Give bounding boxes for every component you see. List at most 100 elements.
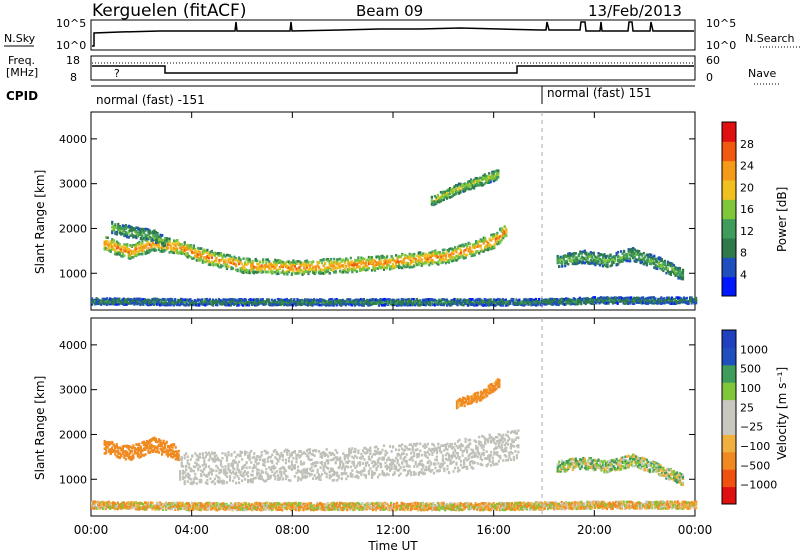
- power-cell: [157, 238, 161, 242]
- power-cell: [343, 267, 346, 271]
- power-cell: [468, 183, 471, 186]
- power-cell: [287, 270, 290, 274]
- power-cell: [411, 297, 414, 301]
- power-cell: [152, 302, 156, 306]
- power-cell: [453, 302, 456, 305]
- power-cell: [150, 231, 153, 235]
- power-cell: [243, 302, 246, 306]
- power-cell: [142, 249, 145, 253]
- power-cell: [438, 200, 441, 204]
- power-cell: [161, 234, 164, 237]
- power-cell: [206, 256, 209, 259]
- power-cell: [328, 304, 331, 307]
- power-cell: [183, 246, 186, 250]
- power-cell: [224, 264, 227, 268]
- power-cell: [178, 303, 181, 307]
- power-cell: [464, 255, 467, 259]
- power-cell: [450, 256, 454, 259]
- power-cell: [202, 300, 205, 304]
- power-cell: [335, 298, 338, 301]
- power-cell: [494, 304, 497, 307]
- power-cell: [598, 299, 601, 302]
- power-cell: [261, 300, 264, 304]
- power-cell: [436, 200, 439, 204]
- power-cell: [212, 262, 215, 265]
- power-cell: [332, 302, 335, 305]
- power-cell: [598, 296, 601, 300]
- power-cell: [452, 259, 455, 262]
- power-cell: [559, 255, 562, 259]
- power-cell: [275, 259, 278, 263]
- power-cell: [171, 298, 174, 301]
- power-cell: [574, 252, 577, 255]
- power-cell: [416, 259, 419, 263]
- power-cell: [113, 301, 116, 305]
- power-cell: [435, 255, 438, 259]
- power-cell: [310, 262, 313, 266]
- power-cell: [522, 303, 526, 306]
- power-cell: [186, 253, 189, 257]
- power-cell: [430, 302, 433, 305]
- power-cell: [278, 259, 281, 263]
- power-cell: [141, 238, 144, 241]
- power-cell: [91, 297, 94, 300]
- power-cell: [479, 239, 482, 243]
- power-cell: [442, 195, 445, 199]
- power-cell: [260, 301, 263, 304]
- power-cell: [456, 247, 460, 250]
- power-cell: [499, 239, 502, 243]
- power-cell: [390, 302, 393, 306]
- power-cell: [467, 300, 470, 304]
- power-cell: [484, 236, 487, 240]
- power-cell: [459, 185, 462, 188]
- power-cell: [103, 248, 106, 251]
- power-cell: [353, 299, 356, 302]
- power-cell: [298, 269, 301, 272]
- power-cell: [319, 303, 322, 307]
- power-cell: [232, 303, 236, 306]
- power-cell: [272, 271, 275, 274]
- power-cell: [100, 300, 103, 303]
- power-cell: [265, 265, 268, 268]
- power-cell: [684, 299, 687, 303]
- power-cell: [666, 296, 669, 300]
- power-cell: [629, 259, 632, 263]
- power-cell: [305, 260, 309, 264]
- power-cell: [485, 244, 488, 247]
- power-cell: [180, 302, 183, 306]
- power-cell: [355, 299, 358, 302]
- power-cell: [346, 262, 349, 265]
- power-cell: [378, 260, 381, 263]
- power-cell: [345, 270, 348, 274]
- power-cell: [208, 300, 211, 304]
- power-cell: [453, 256, 457, 260]
- power-cell: [449, 256, 452, 259]
- power-cell: [187, 303, 190, 307]
- cpid-panel: CPID normal (fast) -151 normal (fast) 15…: [6, 85, 695, 107]
- power-cell: [184, 301, 187, 304]
- power-cell: [225, 303, 228, 306]
- power-cell: [285, 303, 288, 307]
- power-cell: [482, 174, 485, 178]
- power-cell: [176, 251, 179, 255]
- power-cell: [565, 298, 568, 302]
- power-cell: [361, 304, 364, 307]
- power-cell: [116, 303, 119, 306]
- power-cell: [615, 301, 618, 304]
- power-cell: [213, 251, 216, 255]
- power-cell: [581, 298, 584, 301]
- power-cell: [231, 302, 234, 305]
- power-cell: [268, 264, 271, 268]
- power-cell: [646, 296, 649, 300]
- power-cell: [361, 298, 364, 301]
- power-cell: [429, 259, 432, 262]
- power-cell: [322, 272, 325, 275]
- power-cell: [432, 252, 435, 256]
- power-cell: [676, 301, 680, 304]
- power-cell: [378, 264, 381, 268]
- power-cell: [258, 301, 261, 304]
- power-cell: [367, 261, 370, 264]
- power-cell: [467, 304, 470, 307]
- power-cell: [472, 243, 475, 247]
- power-cell: [494, 170, 497, 173]
